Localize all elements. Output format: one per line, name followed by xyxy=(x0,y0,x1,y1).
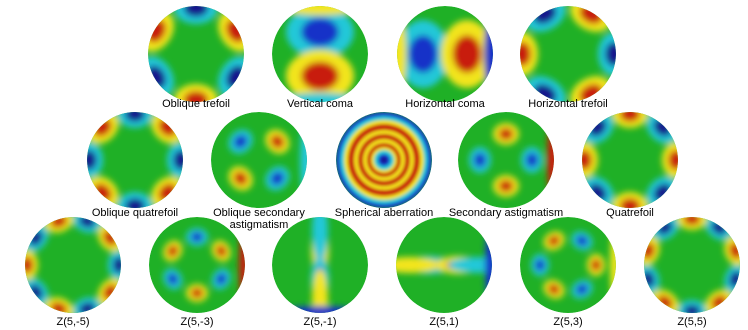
caption-spherical-aberration: Spherical aberration xyxy=(334,207,434,219)
caption-vertical-coma: Vertical coma xyxy=(286,98,354,110)
caption-z5-1: Z(5,1) xyxy=(429,316,459,328)
zernike-map xyxy=(149,217,245,313)
zernike-disk-z5-m1 xyxy=(272,217,368,313)
zernike-map xyxy=(397,6,493,102)
zernike-disk-quatrefoil xyxy=(582,112,678,208)
caption-z5-5: Z(5,5) xyxy=(677,316,707,328)
caption-oblique-trefoil: Oblique trefoil xyxy=(162,98,230,110)
zernike-map xyxy=(582,112,678,208)
zernike-disk-vertical-coma xyxy=(272,6,368,102)
zernike-map xyxy=(25,217,121,313)
zernike-disk-z5-5 xyxy=(644,217,740,313)
zernike-disk-secondary-astigmatism xyxy=(458,112,554,208)
zernike-disk-oblique-quatrefoil xyxy=(87,112,183,208)
zernike-disk-oblique-trefoil xyxy=(148,6,244,102)
zernike-map xyxy=(148,6,244,102)
caption-horizontal-coma: Horizontal coma xyxy=(405,98,485,110)
zernike-map xyxy=(396,217,492,313)
caption-z5-m1: Z(5,-1) xyxy=(303,316,337,328)
zernike-map xyxy=(520,6,616,102)
zernike-map xyxy=(520,217,616,313)
zernike-map xyxy=(272,6,368,102)
caption-oblique-quatrefoil: Oblique quatrefoil xyxy=(91,207,179,219)
caption-z5-m5: Z(5,-5) xyxy=(56,316,90,328)
zernike-disk-z5-m3 xyxy=(149,217,245,313)
caption-z5-3: Z(5,3) xyxy=(553,316,583,328)
zernike-map xyxy=(211,112,307,208)
zernike-disk-spherical-aberration xyxy=(336,112,432,208)
zernike-map xyxy=(272,217,368,313)
zernike-disk-z5-1 xyxy=(396,217,492,313)
zernike-map xyxy=(336,112,432,208)
zernike-map xyxy=(644,217,740,313)
caption-secondary-astigmatism: Secondary astigmatism xyxy=(448,207,564,219)
zernike-map xyxy=(458,112,554,208)
zernike-disk-oblique-secondary-astigmatism xyxy=(211,112,307,208)
zernike-disk-z5-3 xyxy=(520,217,616,313)
caption-oblique-secondary-astigmatism: Oblique secondary astigmatism xyxy=(213,207,305,231)
zernike-disk-horizontal-trefoil xyxy=(520,6,616,102)
zernike-map xyxy=(87,112,183,208)
caption-quatrefoil: Quatrefoil xyxy=(606,207,654,219)
caption-horizontal-trefoil: Horizontal trefoil xyxy=(528,98,608,110)
zernike-disk-z5-m5 xyxy=(25,217,121,313)
zernike-disk-horizontal-coma xyxy=(397,6,493,102)
caption-z5-m3: Z(5,-3) xyxy=(180,316,214,328)
